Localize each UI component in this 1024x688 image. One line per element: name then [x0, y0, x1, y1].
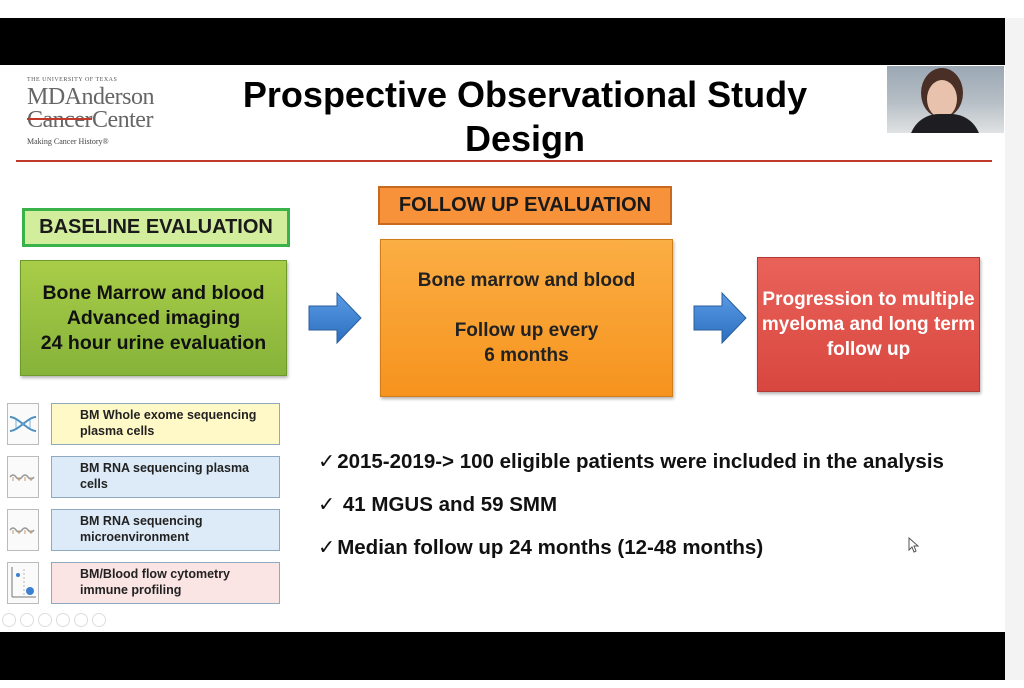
baseline-item: 24 hour urine evaluation — [40, 331, 267, 354]
checkmark-icon: ✓ — [318, 450, 336, 473]
next-slide-icon[interactable] — [20, 613, 34, 627]
previous-slide-icon[interactable] — [2, 613, 16, 627]
followup-evaluation-label: FOLLOW UP EVALUATION — [378, 186, 672, 225]
logo-subname: CancerCenter — [27, 107, 167, 133]
dna-helix-icon — [7, 403, 39, 445]
baseline-evaluation-box: Bone Marrow and blood Advanced imaging 2… — [20, 260, 287, 376]
rna-strand-icon — [7, 509, 39, 551]
slide-title-line2: Design — [464, 118, 586, 159]
logo-center: Center — [91, 107, 153, 133]
slide: THE UNIVERSITY OF TEXAS MDAnderson Cance… — [0, 65, 1005, 632]
baseline-item: Bone Marrow and blood — [42, 281, 265, 304]
followup-evaluation-box: Bone marrow and blood Follow up every 6 … — [380, 239, 673, 397]
followup-line: Bone marrow and blood — [417, 270, 636, 291]
logo-university: THE UNIVERSITY OF TEXAS — [27, 77, 118, 83]
zoom-icon[interactable] — [74, 613, 88, 627]
checkmark-icon: ✓ — [318, 493, 336, 516]
more-options-icon[interactable] — [92, 613, 106, 627]
sequencing-item: BM/Blood flow cytometry immune profiling — [51, 562, 280, 604]
summary-bullets: ✓2015-2019-> 100 eligible patients were … — [318, 445, 998, 574]
title-divider — [16, 160, 992, 162]
sequencing-item: BM Whole exome sequencing plasma cells — [51, 403, 280, 445]
video-letterbox-bottom — [0, 632, 1005, 680]
video-letterbox-top — [0, 18, 1005, 65]
followup-line: 6 months — [484, 345, 569, 366]
bullet-item: ✓2015-2019-> 100 eligible patients were … — [318, 450, 944, 473]
mdanderson-logo: THE UNIVERSITY OF TEXAS MDAnderson Cance… — [27, 77, 167, 146]
right-arrow-icon — [693, 291, 747, 345]
logo-tagline: Making Cancer History® — [27, 137, 109, 146]
checkmark-icon: ✓ — [318, 536, 336, 559]
progression-box: Progression to multiple myeloma and long… — [757, 257, 980, 392]
baseline-item: Advanced imaging — [66, 306, 241, 329]
bullet-item: ✓ 41 MGUS and 59 SMM — [318, 493, 558, 516]
followup-line: Follow up every — [454, 320, 599, 341]
rna-strand-icon — [7, 456, 39, 498]
logo-name: MDAnderson — [27, 84, 155, 110]
logo-cancer-strike: Cancer — [27, 107, 92, 133]
presenter-head — [927, 80, 957, 118]
bullet-item: ✓Median follow up 24 months (12-48 month… — [318, 536, 764, 559]
sequencing-item: BM RNA sequencing microenvironment — [51, 509, 280, 551]
window-edge — [1005, 18, 1024, 680]
sequencing-item: BM RNA sequencing plasma cells — [51, 456, 280, 498]
right-arrow-icon — [308, 291, 362, 345]
presenter-body — [909, 114, 981, 133]
slides-grid-icon[interactable] — [56, 613, 70, 627]
slide-title: Prospective Observational Study Design — [210, 73, 840, 161]
baseline-evaluation-label: BASELINE EVALUATION — [22, 208, 290, 247]
pen-tool-icon[interactable] — [38, 613, 52, 627]
presentation-toolbar — [2, 613, 106, 627]
presenter-webcam-thumbnail[interactable] — [887, 66, 1004, 133]
mouse-cursor-icon — [908, 537, 920, 553]
slide-title-line1: Prospective Observational Study — [242, 74, 808, 115]
flow-cytometry-plot-icon — [7, 562, 39, 604]
